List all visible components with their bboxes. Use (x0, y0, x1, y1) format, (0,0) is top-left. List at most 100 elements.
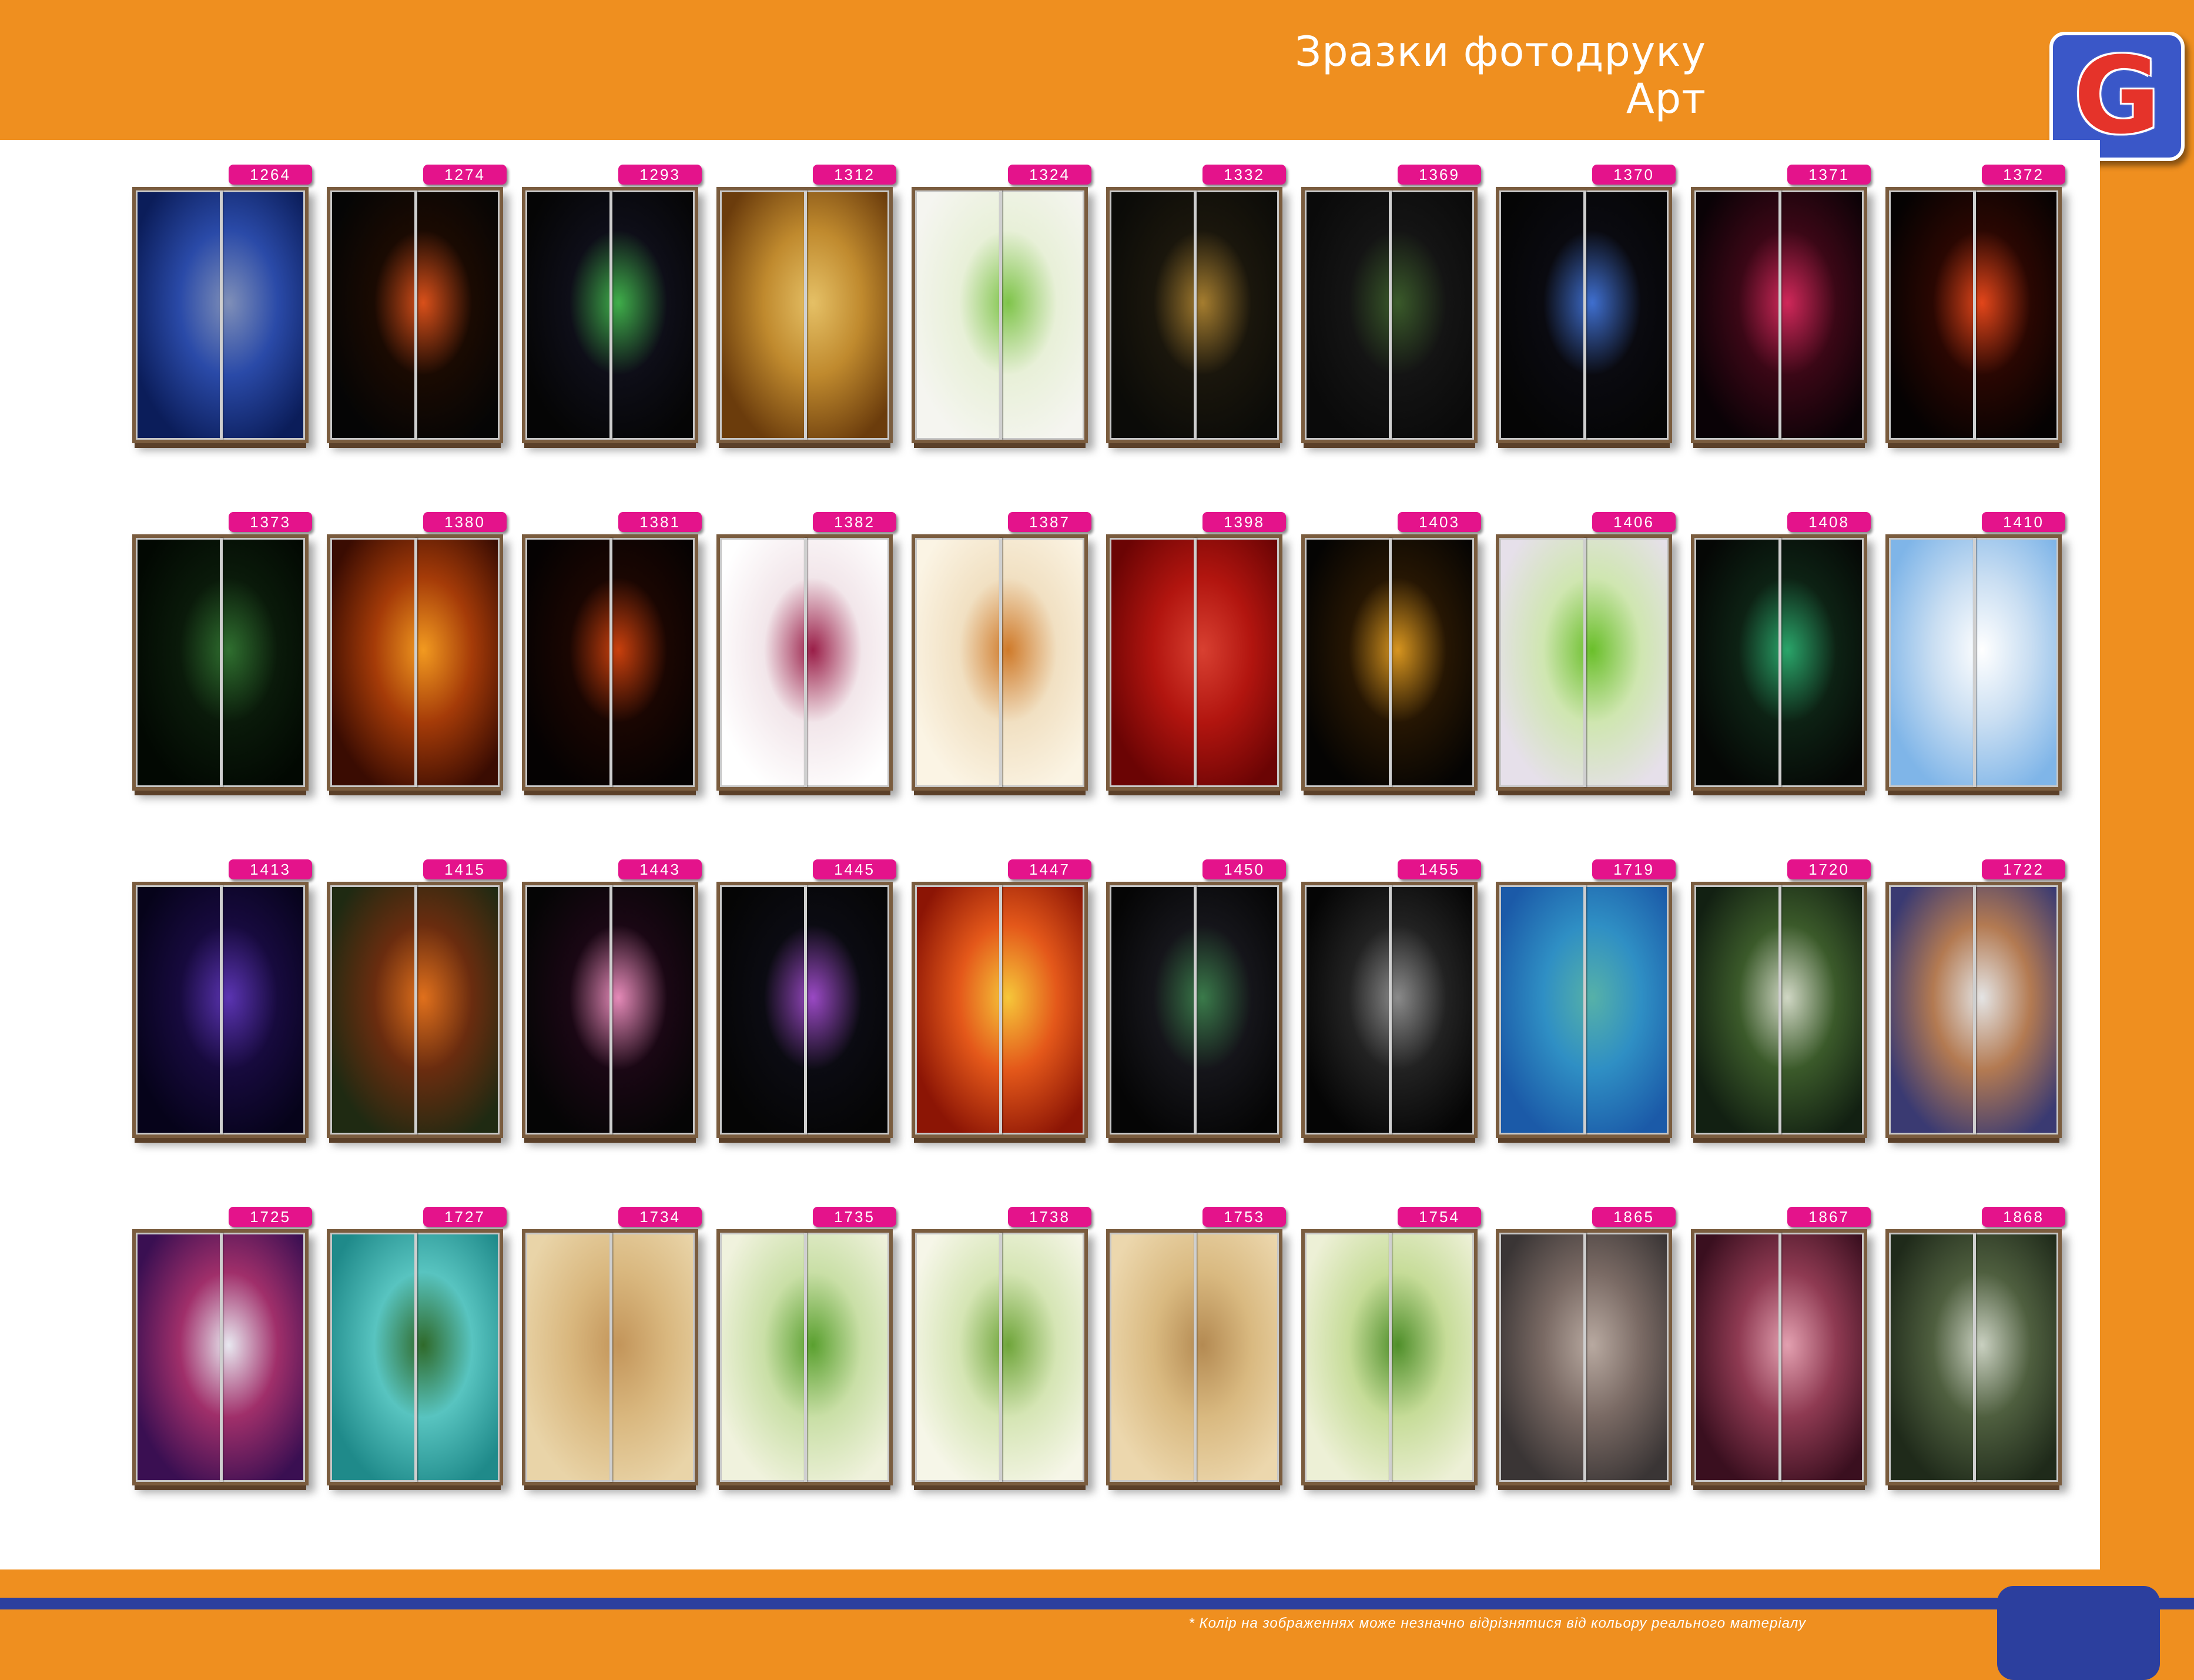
wardrobe-frame (1106, 1229, 1282, 1485)
wardrobe-sample-1382: 1382 (716, 512, 896, 795)
wardrobe-base (1693, 1138, 1865, 1143)
title-line-2: Арт (1626, 75, 1706, 123)
wardrobe-frame (327, 534, 503, 791)
door-divider (1389, 885, 1392, 1134)
door-divider (220, 538, 223, 787)
header-bar: Зразки фотодруку Арт (0, 0, 2194, 140)
sample-code-tag: 1455 (1398, 859, 1481, 879)
wardrobe-sample-1403: 1403 (1301, 512, 1481, 795)
wardrobe-frame (1691, 534, 1867, 791)
sample-code-tag: 1754 (1398, 1207, 1481, 1227)
wardrobe-frame (1496, 882, 1672, 1138)
wardrobe-sample-1369: 1369 (1301, 165, 1481, 448)
sample-code-tag: 1450 (1202, 859, 1286, 879)
door-divider (1973, 885, 1976, 1134)
wardrobe-frame (1301, 882, 1478, 1138)
sample-code-tag: 1274 (423, 165, 507, 185)
wardrobe-base (1304, 1138, 1475, 1143)
wardrobe-base (914, 1485, 1086, 1490)
door-divider (414, 1233, 417, 1482)
door-divider (1778, 885, 1781, 1134)
wardrobe-sample-1734: 1734 (522, 1207, 702, 1490)
sample-code-tag: 1369 (1398, 165, 1481, 185)
wardrobe-frame (716, 1229, 893, 1485)
wardrobe-base (914, 443, 1086, 448)
wardrobe-base (1888, 791, 2059, 795)
sample-code-tag: 1293 (618, 165, 702, 185)
wardrobe-base (524, 443, 696, 448)
door-divider (1194, 885, 1197, 1134)
wardrobe-sample-1332: 1332 (1106, 165, 1286, 448)
wardrobe-frame (1106, 882, 1282, 1138)
footer-stripe (0, 1598, 2194, 1609)
wardrobe-base (719, 1138, 890, 1143)
wardrobe-sample-1410: 1410 (1885, 512, 2065, 795)
wardrobe-frame (1691, 187, 1867, 443)
wardrobe-base (1693, 1485, 1865, 1490)
wardrobe-frame (1691, 1229, 1867, 1485)
wardrobe-frame (1496, 187, 1672, 443)
door-divider (1778, 190, 1781, 440)
wardrobe-sample-1445: 1445 (716, 859, 896, 1143)
door-divider (999, 190, 1002, 440)
wardrobe-base (1498, 1138, 1670, 1143)
wardrobe-sample-1867: 1867 (1691, 1207, 1871, 1490)
door-divider (1194, 538, 1197, 787)
sample-code-tag: 1865 (1592, 1207, 1676, 1227)
wardrobe-frame (912, 882, 1088, 1138)
logo-letter: G (2074, 35, 2160, 158)
door-divider (414, 190, 417, 440)
wardrobe-base (1498, 791, 1670, 795)
door-divider (1973, 1233, 1976, 1482)
wardrobe-sample-1865: 1865 (1496, 1207, 1676, 1490)
wardrobe-base (914, 1138, 1086, 1143)
wardrobe-base (1888, 1138, 2059, 1143)
wardrobe-sample-1293: 1293 (522, 165, 702, 448)
wardrobe-sample-1413: 1413 (132, 859, 312, 1143)
door-divider (999, 538, 1002, 787)
wardrobe-sample-1455: 1455 (1301, 859, 1481, 1143)
door-divider (1194, 1233, 1197, 1482)
door-divider (1583, 538, 1586, 787)
wardrobe-frame (1885, 882, 2062, 1138)
wardrobe-sample-1398: 1398 (1106, 512, 1286, 795)
wardrobe-sample-1324: 1324 (912, 165, 1091, 448)
sample-code-tag: 1380 (423, 512, 507, 532)
wardrobe-base (135, 443, 306, 448)
sample-code-tag: 1867 (1787, 1207, 1871, 1227)
door-divider (1389, 190, 1392, 440)
sample-code-tag: 1372 (1982, 165, 2065, 185)
wardrobe-frame (912, 1229, 1088, 1485)
sample-code-tag: 1332 (1202, 165, 1286, 185)
wardrobe-sample-1719: 1719 (1496, 859, 1676, 1143)
wardrobe-frame (716, 534, 893, 791)
wardrobe-base (1108, 443, 1280, 448)
wardrobe-base (1888, 1485, 2059, 1490)
wardrobe-base (914, 791, 1086, 795)
sample-code-tag: 1382 (813, 512, 896, 532)
wardrobe-sample-1312: 1312 (716, 165, 896, 448)
door-divider (414, 885, 417, 1134)
sample-code-tag: 1445 (813, 859, 896, 879)
door-divider (609, 538, 612, 787)
wardrobe-sample-1738: 1738 (912, 1207, 1091, 1490)
sample-code-tag: 1727 (423, 1207, 507, 1227)
door-divider (1389, 538, 1392, 787)
wardrobe-base (524, 1138, 696, 1143)
wardrobe-sample-1720: 1720 (1691, 859, 1871, 1143)
wardrobe-base (719, 1485, 890, 1490)
sample-code-tag: 1720 (1787, 859, 1871, 879)
sample-code-tag: 1868 (1982, 1207, 2065, 1227)
door-divider (1778, 538, 1781, 787)
sample-code-tag: 1398 (1202, 512, 1286, 532)
door-divider (804, 1233, 807, 1482)
wardrobe-base (135, 791, 306, 795)
door-divider (220, 190, 223, 440)
page-title: Зразки фотодруку Арт (1295, 28, 1706, 122)
wardrobe-frame (132, 534, 309, 791)
wardrobe-sample-1447: 1447 (912, 859, 1091, 1143)
sample-code-tag: 1447 (1008, 859, 1091, 879)
sample-code-tag: 1324 (1008, 165, 1091, 185)
wardrobe-base (524, 1485, 696, 1490)
door-divider (804, 190, 807, 440)
